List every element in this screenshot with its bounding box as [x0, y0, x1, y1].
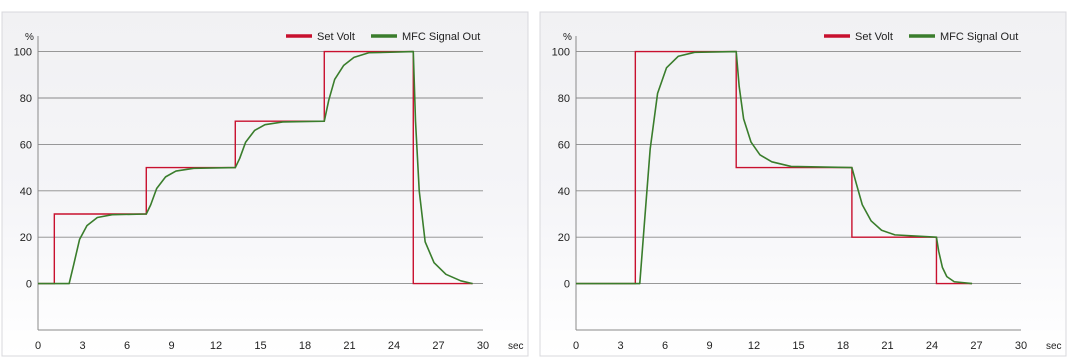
x-tick-label: 24: [926, 340, 938, 352]
legend-label-mfc-signal: MFC Signal Out: [940, 31, 1018, 43]
x-tick-label: 15: [254, 340, 266, 352]
chart-panel-left: 0 20 40 60 80 100 0 3 6 9 12 15 18 21 24 27 30% sec Set Vo…: [0, 0, 530, 358]
x-tick-label: 0: [35, 340, 41, 352]
y-tick-label: 100: [14, 47, 32, 59]
legend-label-mfc-signal: MFC Signal Out: [402, 31, 480, 43]
x-tick-label: 6: [124, 340, 130, 352]
x-tick-label: 18: [299, 340, 311, 352]
chart-panel-right: 0 20 40 60 80 100 0 3 6 9 12 15 18 21 24 27 30% sec Set Vo…: [538, 0, 1068, 358]
y-tick-label: 60: [20, 139, 32, 151]
y-tick-label: 40: [558, 186, 570, 198]
x-tick-label: 9: [706, 340, 712, 352]
series-line-set-volt: [576, 50, 973, 285]
legend: Set Volt MFC Signal Out: [286, 31, 480, 43]
x-tick-label: 12: [748, 340, 760, 352]
y-tick-label: 20: [20, 232, 32, 244]
step-response-chart-right: 0 20 40 60 80 100 0 3 6 9 12 15 18 21 24 27 30% sec Set Vo…: [539, 11, 1067, 357]
y-tick-label: 100: [552, 47, 570, 59]
x-tick-label: 15: [792, 340, 804, 352]
x-tick-label: 24: [388, 340, 400, 352]
x-tick-label: 21: [343, 340, 355, 352]
chart-background: [539, 11, 1067, 357]
y-axis-label: %: [563, 32, 572, 43]
x-tick-label: 21: [881, 340, 893, 352]
x-tick-label: 30: [1015, 340, 1027, 352]
series-line-mfc-signal: [38, 50, 473, 285]
x-axis-label: sec: [508, 341, 524, 352]
x-tick-label: 27: [432, 340, 444, 352]
x-tick-label: 12: [210, 340, 222, 352]
legend: Set Volt MFC Signal Out: [824, 31, 1018, 43]
y-tick-label: 20: [558, 232, 570, 244]
x-tick-label: 9: [168, 340, 174, 352]
x-tick-label: 3: [617, 340, 623, 352]
x-tick-label: 6: [662, 340, 668, 352]
x-tick-label: 18: [837, 340, 849, 352]
chart-background: [1, 11, 529, 357]
series-line-mfc-signal: [576, 50, 973, 285]
x-tick-label: 3: [79, 340, 85, 352]
y-tick-label: 40: [20, 186, 32, 198]
step-response-chart-left: 0 20 40 60 80 100 0 3 6 9 12 15 18 21 24 27 30% sec Set Vo…: [1, 11, 529, 357]
x-axis-label: sec: [1046, 341, 1062, 352]
y-tick-label: 0: [564, 279, 570, 291]
y-axis-label: %: [25, 32, 34, 43]
x-tick-label: 30: [477, 340, 489, 352]
y-tick-label: 0: [26, 279, 32, 291]
y-tick-label: 60: [558, 139, 570, 151]
y-tick-label: 80: [558, 93, 570, 105]
legend-label-set-volt: Set Volt: [317, 31, 355, 43]
series-line-set-volt: [38, 50, 473, 285]
x-tick-label: 0: [573, 340, 579, 352]
legend-label-set-volt: Set Volt: [855, 31, 893, 43]
y-tick-label: 80: [20, 93, 32, 105]
x-tick-label: 27: [970, 340, 982, 352]
